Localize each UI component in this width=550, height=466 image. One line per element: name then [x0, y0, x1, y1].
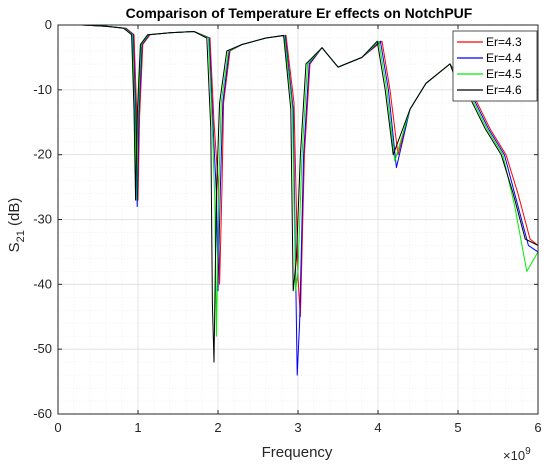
y-tick-label: -20	[33, 147, 52, 162]
chart-title: Comparison of Temperature Er effects on …	[126, 5, 473, 21]
legend: Er=4.3 Er=4.4 Er=4.5 Er=4.6	[452, 30, 538, 102]
x-axis-exponent-power: 9	[525, 446, 531, 457]
y-tick-label: 0	[45, 17, 52, 32]
x-axis-exponent-base: ×10	[503, 448, 525, 463]
y-axis-label-unit: (dB)	[6, 198, 23, 231]
x-axis-exponent: ×109	[503, 446, 531, 463]
y-tick-label: -50	[33, 341, 52, 356]
x-tick-label: 4	[374, 420, 381, 435]
series-line-4	[58, 24, 539, 363]
legend-label: Er=4.5	[486, 67, 522, 81]
legend-label: Er=4.3	[486, 35, 522, 49]
y-tick-label: -30	[33, 212, 52, 227]
y-tick-label: -10	[33, 82, 52, 97]
x-tick-label: 0	[54, 420, 61, 435]
x-tick-label: 2	[214, 420, 221, 435]
legend-box	[452, 30, 538, 102]
x-axis-ticks: 0 1 2 3 4 5 6	[54, 25, 542, 435]
y-axis-label: S21 (dB)	[6, 198, 27, 253]
y-axis-label-subscript: 21	[15, 230, 27, 242]
x-tick-label: 1	[134, 420, 141, 435]
x-tick-label: 3	[294, 420, 301, 435]
x-axis-label: Frequency	[262, 444, 333, 461]
legend-label: Er=4.4	[486, 51, 522, 65]
y-axis-ticks: 0 -10 -20 -30 -40 -50 -60	[33, 17, 538, 421]
x-tick-label: 5	[454, 420, 461, 435]
y-axis-label-main: S	[6, 242, 23, 252]
x-tick-label: 6	[534, 420, 541, 435]
y-tick-label: -60	[33, 406, 52, 421]
legend-label: Er=4.6	[486, 83, 522, 97]
y-tick-label: -40	[33, 276, 52, 291]
series-layer	[58, 24, 539, 376]
